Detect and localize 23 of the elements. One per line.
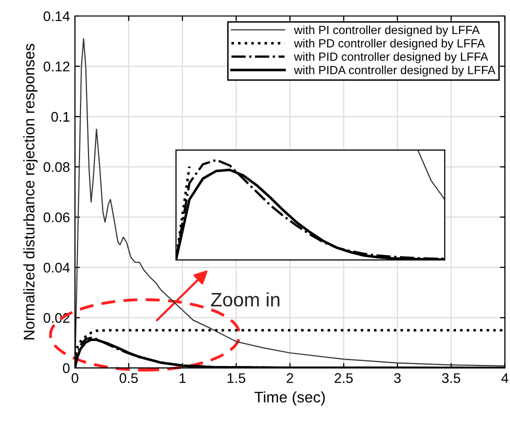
legend-label: with PIDA controller designed by LFFA — [294, 66, 496, 77]
y-tick-label: 0 — [62, 363, 70, 374]
x-tick-label: 2.5 — [334, 373, 353, 384]
x-tick-label: 3 — [394, 373, 401, 384]
y-tick-label: 0.14 — [44, 11, 70, 22]
x-tick-label: 0 — [72, 373, 78, 384]
x-tick-label: 0.5 — [120, 373, 138, 384]
x-tick-label: 2 — [286, 373, 294, 383]
x-tick-label: 3.5 — [442, 373, 460, 384]
y-tick-label: 0.04 — [44, 262, 70, 273]
annotation: Zoom in — [211, 292, 280, 307]
y-axis-title: Normalized disturbance rejection responses — [23, 44, 38, 340]
legend-label: with PID controller designed by LFFA — [294, 52, 488, 64]
x-tick-label: 1.5 — [228, 373, 246, 384]
y-tick-label: 0.12 — [44, 62, 70, 72]
x-tick-label: 1 — [180, 373, 186, 383]
x-tick-label: 4 — [501, 373, 508, 383]
y-tick-label: 0.08 — [44, 162, 70, 172]
legend-label: with PD controller designed by LFFA — [294, 38, 485, 50]
y-tick-label: 0.1 — [51, 112, 70, 122]
x-axis-title: Time (sec) — [254, 391, 325, 406]
y-tick-label: 0.06 — [44, 212, 70, 222]
legend-label: with PI controller designed by LFFA — [294, 25, 480, 36]
